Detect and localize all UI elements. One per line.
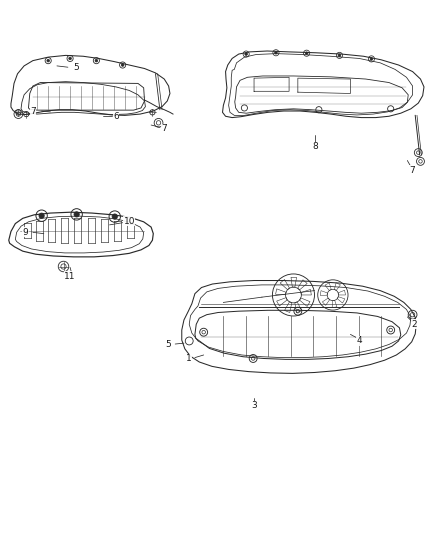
Text: 9: 9 [22, 228, 28, 237]
Text: 7: 7 [409, 166, 415, 175]
Circle shape [39, 213, 44, 219]
Text: 7: 7 [30, 107, 36, 116]
Circle shape [112, 214, 117, 219]
Circle shape [47, 59, 49, 62]
Circle shape [245, 53, 247, 55]
Circle shape [338, 54, 341, 56]
Text: 5: 5 [166, 340, 172, 349]
Text: 6: 6 [113, 112, 119, 121]
Text: 10: 10 [124, 217, 135, 226]
Text: 5: 5 [74, 63, 80, 72]
Text: 2: 2 [411, 320, 417, 329]
Circle shape [305, 52, 308, 54]
Circle shape [74, 212, 79, 217]
Circle shape [370, 58, 373, 60]
Text: 3: 3 [251, 401, 257, 410]
Text: 1: 1 [185, 354, 191, 363]
Circle shape [95, 59, 98, 62]
Circle shape [69, 57, 71, 60]
Text: 4: 4 [357, 336, 362, 345]
Circle shape [121, 64, 124, 66]
Text: 7: 7 [161, 124, 167, 133]
Circle shape [275, 52, 277, 54]
Text: 11: 11 [64, 272, 76, 281]
Text: 8: 8 [312, 142, 318, 151]
